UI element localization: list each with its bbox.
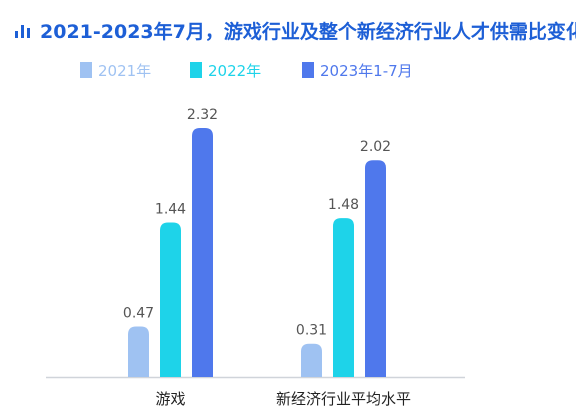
legend-swatch [302,62,314,78]
category-label: 游戏 [155,390,185,408]
bar-chart-icon [15,25,30,38]
legend-swatch [190,62,202,78]
bar-value-label: 1.44 [155,201,186,217]
legend-swatch [80,62,92,78]
bar-value-label: 2.02 [360,139,391,155]
bar [333,218,354,377]
legend-label: 2021年 [98,62,151,80]
chart-title-row: 2021-2023年7月，游戏行业及整个新经济行业人才供需比变化 [14,14,576,46]
bar-value-label: 0.31 [296,323,327,339]
legend-label: 2022年 [208,62,261,80]
bar [160,222,181,377]
bar-value-label: 0.47 [123,306,154,322]
bar-value-label: 1.48 [328,197,359,213]
bar [192,128,213,377]
category-label: 新经济行业平均水平 [276,390,411,408]
bar [301,343,322,377]
legend-label: 2023年1-7月 [320,62,413,80]
chart-title: 2021-2023年7月，游戏行业及整个新经济行业人才供需比变化 [40,20,576,43]
bar [128,326,149,377]
bar [365,160,386,377]
bar-value-label: 2.32 [187,107,218,123]
